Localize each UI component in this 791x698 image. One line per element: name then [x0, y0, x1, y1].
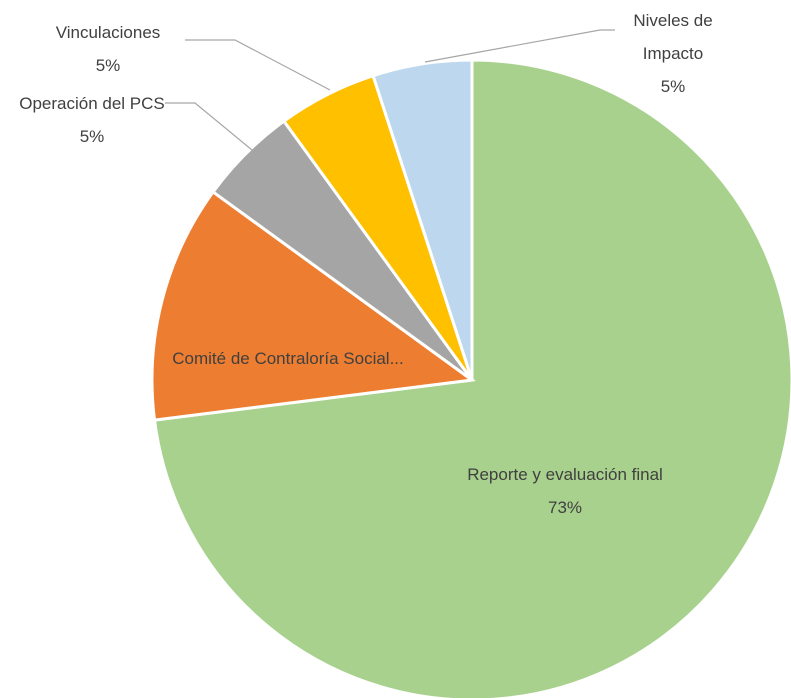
value-label: 5%	[79, 127, 105, 146]
leader-line	[424, 29, 615, 63]
category-label: Operación del PCS	[19, 94, 165, 113]
pie-slice	[150, 189, 476, 422]
leader-line	[185, 39, 331, 91]
category-label: Comité de Contraloría Social...	[172, 349, 404, 368]
slice-label: Niveles de Impacto 5%	[613, 4, 733, 103]
value-label: 73%	[547, 498, 583, 517]
category-label: Niveles de Impacto	[633, 11, 713, 63]
pie-slice	[371, 58, 474, 381]
leader-line	[165, 102, 253, 151]
value-label: 5%	[660, 77, 686, 96]
category-label: Reporte y evaluación final	[467, 465, 663, 484]
slice-label: Vinculaciones 5%	[23, 16, 193, 82]
value-label: 5%	[95, 56, 121, 75]
category-label: Vinculaciones	[55, 23, 161, 42]
slice-label: Comité de Contraloría Social...	[158, 342, 418, 375]
slice-label: Operación del PCS 5%	[17, 87, 167, 153]
slice-label: Reporte y evaluación final 73%	[405, 458, 725, 524]
